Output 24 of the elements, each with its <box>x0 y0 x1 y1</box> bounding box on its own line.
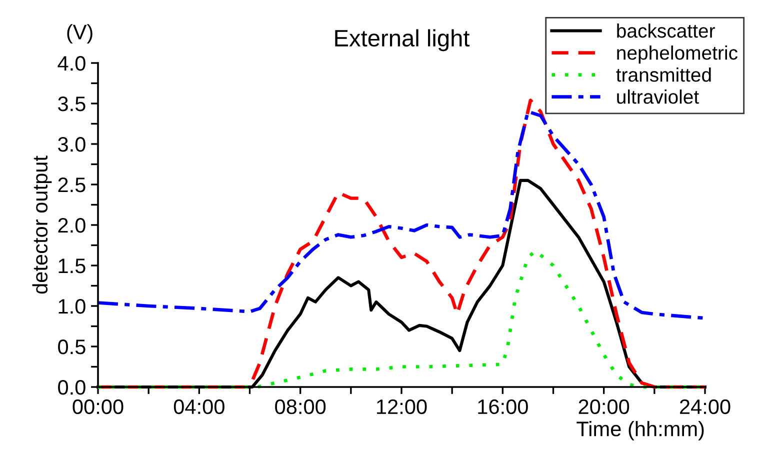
chart-title: External light <box>335 29 470 52</box>
y-tick-label: 1.0 <box>58 299 86 314</box>
legend-label: transmitted <box>616 68 711 82</box>
y-axis-title: detector output <box>32 156 52 294</box>
legend-label: nephelometric <box>617 45 738 64</box>
y-tick-label: 2.5 <box>58 178 86 192</box>
x-tick-label: 12:00 <box>377 399 427 414</box>
y-tick-label: 3.0 <box>58 137 86 152</box>
x-tick-label: 24:00 <box>680 399 730 414</box>
legend-label: backscatter <box>617 23 715 38</box>
y-tick-label: 2.0 <box>58 218 86 233</box>
x-tick-label: 16:00 <box>478 399 528 414</box>
x-tick-label: 04:00 <box>174 399 224 414</box>
x-tick-label: 00:00 <box>72 399 124 414</box>
y-tick-label: 3.5 <box>58 96 86 112</box>
x-axis-title: Time (hh:mm) <box>576 421 704 440</box>
y-tick-label: 1.5 <box>58 258 86 274</box>
legend-label: ultraviolet <box>617 90 699 104</box>
x-tick-label: 08:00 <box>275 399 326 414</box>
y-tick-label: 0.0 <box>58 380 86 395</box>
y-tick-label: 0.5 <box>58 340 86 354</box>
x-tick-label: 20:00 <box>578 399 630 414</box>
y-tick-label: 4.0 <box>58 56 86 71</box>
text: (V) <box>67 24 92 44</box>
